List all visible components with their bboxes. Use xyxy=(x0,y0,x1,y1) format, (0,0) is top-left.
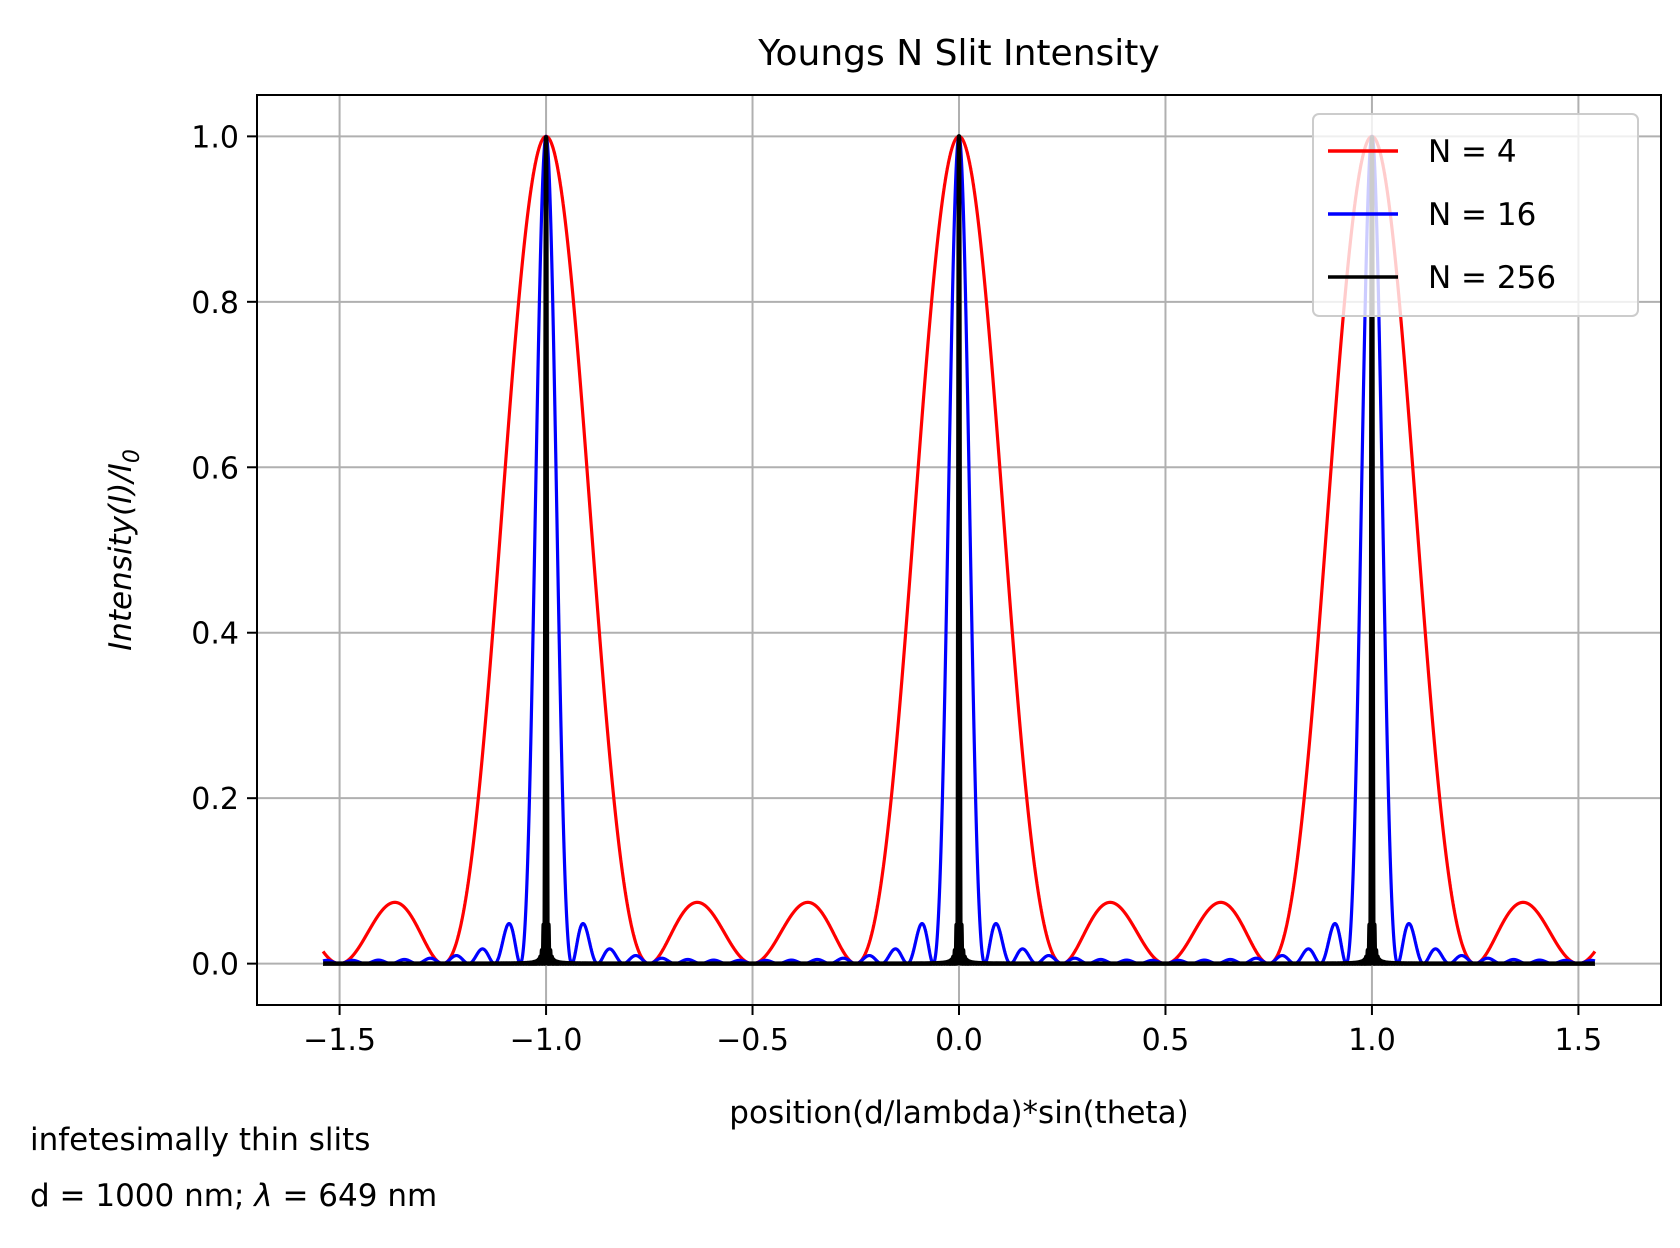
lambda-symbol: λ xyxy=(254,1178,273,1214)
legend-label: N = 4 xyxy=(1428,134,1517,170)
y-tick-label: 0.4 xyxy=(191,617,239,652)
x-axis-label: position(d/lambda)*sin(theta) xyxy=(729,1095,1188,1131)
note-slit-description: infetesimally thin slits xyxy=(30,1122,371,1158)
x-tick-label: −1.0 xyxy=(510,1023,583,1058)
x-tick-label: 0.5 xyxy=(1142,1023,1190,1058)
legend-box xyxy=(1312,113,1639,317)
y-tick-label: 0.6 xyxy=(191,451,239,486)
x-tick-label: −1.5 xyxy=(303,1023,376,1058)
note-wavelength: = 649 nm xyxy=(272,1178,438,1214)
y-tick-label: 0.0 xyxy=(191,948,239,983)
y-tick-label: 0.8 xyxy=(191,286,239,321)
axis-ticks: −1.5 −1.0 −0.5 0.0 0.5 1.0 1.5 0.0 0.2 0.4 0.6 0.8 1… xyxy=(191,120,1602,1058)
note-parameters: d = 1000 nm; λ = 649 nm xyxy=(30,1178,437,1214)
y-tick-label: 0.2 xyxy=(191,782,239,817)
series-line-2 xyxy=(320,134,1598,966)
x-tick-label: 1.5 xyxy=(1555,1023,1603,1058)
y-tick-label: 1.0 xyxy=(191,120,239,155)
legend-label: N = 256 xyxy=(1428,260,1556,296)
note-spacing: d = 1000 nm; xyxy=(30,1178,255,1214)
x-tick-label: 0.0 xyxy=(935,1023,983,1058)
legend: N = 4 N = 16 N = 256 xyxy=(1312,113,1639,317)
chart-title: Youngs N Slit Intensity xyxy=(757,33,1159,74)
legend-label: N = 16 xyxy=(1428,197,1536,233)
y-axis-label: Intensity(I)/I0 xyxy=(103,449,145,651)
x-tick-label: 1.0 xyxy=(1348,1023,1396,1058)
x-tick-label: −0.5 xyxy=(716,1023,789,1058)
